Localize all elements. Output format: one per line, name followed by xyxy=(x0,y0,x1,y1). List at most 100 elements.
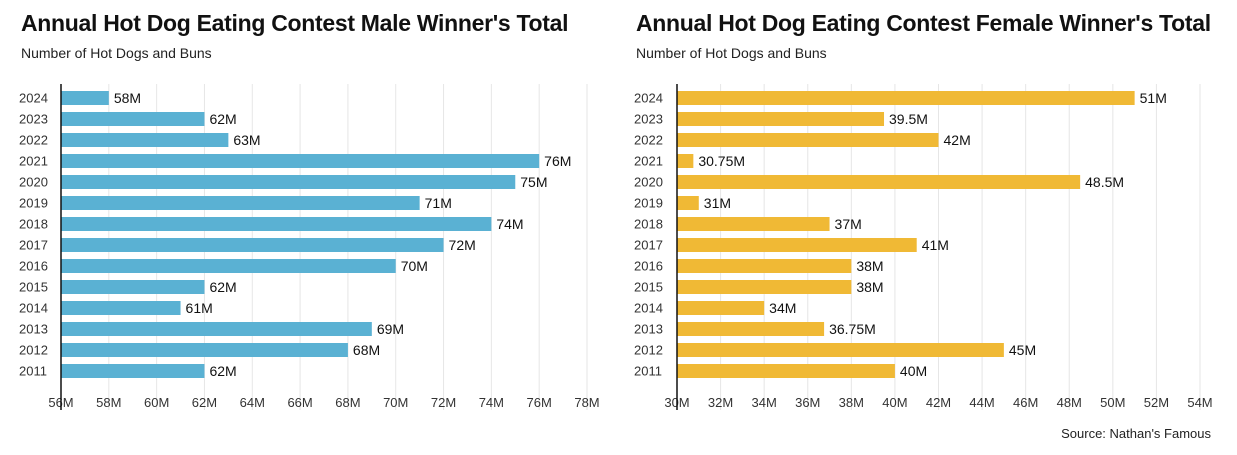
x-tick-label: 64M xyxy=(240,395,265,410)
bar xyxy=(61,238,444,252)
data-label: 38M xyxy=(856,279,883,295)
female-chart-subtitle: Number of Hot Dogs and Buns xyxy=(636,45,827,61)
data-label: 63M xyxy=(233,132,260,148)
data-label: 61M xyxy=(186,300,213,316)
y-tick-label: 2019 xyxy=(19,196,48,211)
x-tick-label: 62M xyxy=(192,395,217,410)
data-label: 41M xyxy=(922,237,949,253)
bar xyxy=(677,343,1004,357)
x-tick-label: 48M xyxy=(1057,395,1082,410)
y-tick-label: 2021 xyxy=(19,154,48,169)
y-tick-label: 2019 xyxy=(634,196,663,211)
y-tick-label: 2024 xyxy=(634,91,663,106)
x-tick-label: 70M xyxy=(383,395,408,410)
x-tick-label: 66M xyxy=(287,395,312,410)
y-tick-label: 2017 xyxy=(19,238,48,253)
bar xyxy=(677,259,852,273)
bar xyxy=(61,343,348,357)
bar xyxy=(61,196,420,210)
y-tick-label: 2024 xyxy=(19,91,48,106)
data-label: 48.5M xyxy=(1085,174,1124,190)
y-tick-label: 2018 xyxy=(634,217,663,232)
bar xyxy=(61,364,205,378)
bar xyxy=(61,91,109,105)
x-tick-label: 76M xyxy=(527,395,552,410)
data-label: 72M xyxy=(449,237,476,253)
male-chart-subtitle: Number of Hot Dogs and Buns xyxy=(21,45,212,61)
y-tick-label: 2017 xyxy=(634,238,663,253)
x-tick-label: 78M xyxy=(574,395,599,410)
data-label: 30.75M xyxy=(698,153,745,169)
bar xyxy=(677,175,1081,189)
x-tick-label: 42M xyxy=(926,395,951,410)
x-tick-label: 72M xyxy=(431,395,456,410)
bar xyxy=(677,364,895,378)
female-chart-title: Annual Hot Dog Eating Contest Female Win… xyxy=(636,10,1211,36)
x-tick-label: 46M xyxy=(1013,395,1038,410)
x-tick-label: 54M xyxy=(1187,395,1212,410)
x-tick-label: 74M xyxy=(479,395,504,410)
bar xyxy=(677,322,825,336)
bar xyxy=(677,280,852,294)
bar xyxy=(677,196,699,210)
data-label: 62M xyxy=(209,363,236,379)
data-label: 76M xyxy=(544,153,571,169)
y-tick-label: 2011 xyxy=(634,364,662,379)
data-label: 74M xyxy=(496,216,523,232)
male-winners-chart: 2024 58M 2023 62M 2022 63M 2021 76M 2020 75M 2019 7… xyxy=(19,84,600,410)
bar xyxy=(61,322,372,336)
bar xyxy=(61,112,205,126)
data-label: 45M xyxy=(1009,342,1036,358)
bar xyxy=(61,259,396,273)
bar xyxy=(677,238,917,252)
y-tick-label: 2015 xyxy=(634,280,663,295)
data-label: 37M xyxy=(835,216,862,232)
x-tick-label: 68M xyxy=(335,395,360,410)
data-label: 70M xyxy=(401,258,428,274)
bar xyxy=(61,217,492,231)
x-tick-label: 50M xyxy=(1100,395,1125,410)
data-label: 40M xyxy=(900,363,927,379)
y-tick-label: 2014 xyxy=(634,301,663,316)
x-tick-label: 44M xyxy=(969,395,994,410)
data-label: 34M xyxy=(769,300,796,316)
data-label: 62M xyxy=(209,111,236,127)
bar xyxy=(61,301,181,315)
y-tick-label: 2023 xyxy=(634,112,663,127)
bar xyxy=(677,112,885,126)
y-tick-label: 2020 xyxy=(634,175,663,190)
y-tick-label: 2013 xyxy=(19,322,48,337)
data-label: 62M xyxy=(209,279,236,295)
x-tick-label: 60M xyxy=(144,395,169,410)
data-label: 42M xyxy=(944,132,971,148)
y-tick-label: 2023 xyxy=(19,112,48,127)
bar xyxy=(61,280,205,294)
y-tick-label: 2014 xyxy=(19,301,48,316)
x-tick-label: 38M xyxy=(839,395,864,410)
bar xyxy=(61,154,540,168)
data-label: 75M xyxy=(520,174,547,190)
y-tick-label: 2012 xyxy=(19,343,48,358)
x-tick-label: 52M xyxy=(1144,395,1169,410)
x-tick-label: 58M xyxy=(96,395,121,410)
data-label: 39.5M xyxy=(889,111,928,127)
data-label: 31M xyxy=(704,195,731,211)
y-tick-label: 2018 xyxy=(19,217,48,232)
y-tick-label: 2020 xyxy=(19,175,48,190)
y-tick-label: 2022 xyxy=(19,133,48,148)
data-label: 71M xyxy=(425,195,452,211)
bar xyxy=(61,133,229,147)
data-label: 58M xyxy=(114,90,141,106)
data-label: 68M xyxy=(353,342,380,358)
y-tick-label: 2015 xyxy=(19,280,48,295)
y-tick-label: 2021 xyxy=(634,154,663,169)
bar xyxy=(677,301,765,315)
x-tick-label: 32M xyxy=(708,395,733,410)
y-tick-label: 2012 xyxy=(634,343,663,358)
source-note: Source: Nathan's Famous xyxy=(1061,426,1211,441)
data-label: 36.75M xyxy=(829,321,876,337)
y-tick-label: 2022 xyxy=(634,133,663,148)
y-tick-label: 2016 xyxy=(19,259,48,274)
y-tick-label: 2013 xyxy=(634,322,663,337)
